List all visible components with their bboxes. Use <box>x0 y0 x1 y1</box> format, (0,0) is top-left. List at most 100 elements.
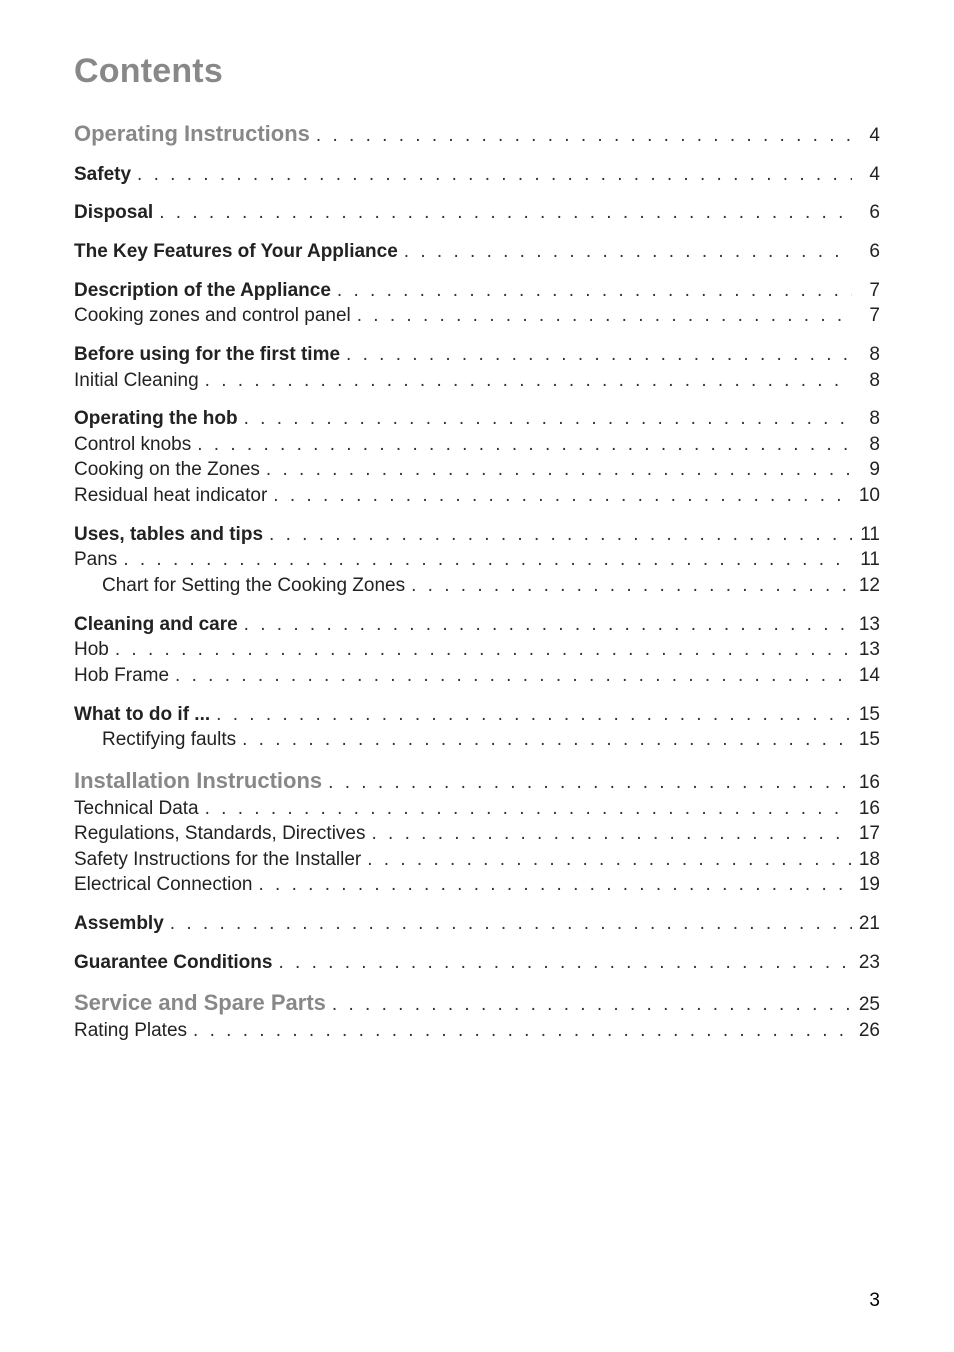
toc-dot-leader: . . . . . . . . . . . . . . . . . . . . … <box>405 573 852 599</box>
toc-dot-leader: . . . . . . . . . . . . . . . . . . . . … <box>365 821 852 847</box>
toc-entry-page: 11 <box>852 547 880 573</box>
toc-entry-page: 15 <box>852 702 880 728</box>
toc-row: What to do if ... . . . . . . . . . . . … <box>74 702 880 728</box>
toc-entry-label: The Key Features of Your Appliance <box>74 239 398 265</box>
toc-row: Rectifying faults . . . . . . . . . . . … <box>74 727 880 753</box>
toc-row: Operating the hob . . . . . . . . . . . … <box>74 406 880 432</box>
toc-entry-page: 26 <box>852 1018 880 1044</box>
toc-entry-label: Residual heat indicator <box>74 483 267 509</box>
toc-row: Guarantee Conditions . . . . . . . . . .… <box>74 950 880 976</box>
toc-group-gap <box>74 226 880 239</box>
toc-entry-page: 18 <box>852 847 880 873</box>
toc-dot-leader: . . . . . . . . . . . . . . . . . . . . … <box>238 406 852 432</box>
toc-dot-leader: . . . . . . . . . . . . . . . . . . . . … <box>310 123 852 149</box>
toc-dot-leader: . . . . . . . . . . . . . . . . . . . . … <box>326 992 852 1018</box>
toc-row: Service and Spare Parts . . . . . . . . … <box>74 988 880 1018</box>
toc-entry-label: Initial Cleaning <box>74 368 199 394</box>
toc-entry-page: 4 <box>852 162 880 188</box>
toc-entry-label: Assembly <box>74 911 164 937</box>
toc-dot-leader: . . . . . . . . . . . . . . . . . . . . … <box>331 278 852 304</box>
toc-group-gap <box>74 937 880 950</box>
toc-dot-leader: . . . . . . . . . . . . . . . . . . . . … <box>131 162 852 188</box>
toc-entry-page: 11 <box>852 522 880 548</box>
toc-entry-page: 8 <box>852 368 880 394</box>
toc-entry-page: 10 <box>852 483 880 509</box>
toc-entry-label: Safety Instructions for the Installer <box>74 847 361 873</box>
toc-entry-label: Hob Frame <box>74 663 169 689</box>
contents-title: Contents <box>74 52 880 91</box>
toc-entry-page: 13 <box>852 612 880 638</box>
toc-dot-leader: . . . . . . . . . . . . . . . . . . . . … <box>272 950 852 976</box>
toc-entry-label: Regulations, Standards, Directives <box>74 821 365 847</box>
toc-entry-label: Cooking zones and control panel <box>74 303 351 329</box>
toc-entry-page: 15 <box>852 727 880 753</box>
toc-row: Cooking zones and control panel . . . . … <box>74 303 880 329</box>
toc-entry-label: Pans <box>74 547 117 573</box>
toc-dot-leader: . . . . . . . . . . . . . . . . . . . . … <box>398 239 852 265</box>
toc-dot-leader: . . . . . . . . . . . . . . . . . . . . … <box>210 702 852 728</box>
toc-entry-page: 19 <box>852 872 880 898</box>
toc-entry-page: 13 <box>852 637 880 663</box>
page: Contents Operating Instructions . . . . … <box>0 0 954 1352</box>
toc-dot-leader: . . . . . . . . . . . . . . . . . . . . … <box>263 522 852 548</box>
toc-row: Chart for Setting the Cooking Zones . . … <box>74 573 880 599</box>
toc-entry-page: 7 <box>852 303 880 329</box>
toc-entry-page: 6 <box>852 200 880 226</box>
page-number: 3 <box>869 1290 880 1312</box>
toc-row: Control knobs . . . . . . . . . . . . . … <box>74 432 880 458</box>
toc-entry-page: 14 <box>852 663 880 689</box>
toc-entry-page: 9 <box>852 457 880 483</box>
toc-entry-label: Hob <box>74 637 109 663</box>
toc-row: Uses, tables and tips . . . . . . . . . … <box>74 522 880 548</box>
toc-entry-label: Disposal <box>74 200 153 226</box>
toc-dot-leader: . . . . . . . . . . . . . . . . . . . . … <box>169 663 852 689</box>
toc-row: Hob . . . . . . . . . . . . . . . . . . … <box>74 637 880 663</box>
toc-entry-page: 17 <box>852 821 880 847</box>
toc-entry-label: Uses, tables and tips <box>74 522 263 548</box>
toc-row: Safety . . . . . . . . . . . . . . . . .… <box>74 162 880 188</box>
toc-row: Residual heat indicator . . . . . . . . … <box>74 483 880 509</box>
toc-entry-page: 6 <box>852 239 880 265</box>
toc-entry-page: 7 <box>852 278 880 304</box>
toc-row: Operating Instructions . . . . . . . . .… <box>74 119 880 149</box>
toc-row: Rating Plates . . . . . . . . . . . . . … <box>74 1018 880 1044</box>
toc-entry-label: Cleaning and care <box>74 612 238 638</box>
toc-entry-page: 16 <box>852 770 880 796</box>
toc-dot-leader: . . . . . . . . . . . . . . . . . . . . … <box>164 911 852 937</box>
toc-dot-leader: . . . . . . . . . . . . . . . . . . . . … <box>117 547 852 573</box>
toc-dot-leader: . . . . . . . . . . . . . . . . . . . . … <box>260 457 852 483</box>
toc-entry-label: Safety <box>74 162 131 188</box>
toc-entry-label: Guarantee Conditions <box>74 950 272 976</box>
toc-entry-label: What to do if ... <box>74 702 210 728</box>
toc-dot-leader: . . . . . . . . . . . . . . . . . . . . … <box>191 432 852 458</box>
toc-row: Electrical Connection . . . . . . . . . … <box>74 872 880 898</box>
toc-group-gap <box>74 975 880 988</box>
toc-entry-label: Chart for Setting the Cooking Zones <box>74 573 405 599</box>
toc-dot-leader: . . . . . . . . . . . . . . . . . . . . … <box>199 796 852 822</box>
toc-entry-label: Operating Instructions <box>74 119 310 149</box>
toc-group-gap <box>74 753 880 766</box>
toc-entry-label: Operating the hob <box>74 406 238 432</box>
toc-group-gap <box>74 509 880 522</box>
toc-dot-leader: . . . . . . . . . . . . . . . . . . . . … <box>361 847 852 873</box>
toc-row: Description of the Appliance . . . . . .… <box>74 278 880 304</box>
toc-entry-label: Description of the Appliance <box>74 278 331 304</box>
toc-group-gap <box>74 393 880 406</box>
toc-entry-label: Installation Instructions <box>74 766 322 796</box>
toc-entry-label: Rectifying faults <box>74 727 236 753</box>
toc-dot-leader: . . . . . . . . . . . . . . . . . . . . … <box>340 342 852 368</box>
toc-dot-leader: . . . . . . . . . . . . . . . . . . . . … <box>187 1018 852 1044</box>
toc-entry-page: 8 <box>852 432 880 458</box>
toc-group-gap <box>74 329 880 342</box>
toc-group-gap <box>74 265 880 278</box>
toc-row: Pans . . . . . . . . . . . . . . . . . .… <box>74 547 880 573</box>
toc-group-gap <box>74 898 880 911</box>
toc-entry-page: 8 <box>852 342 880 368</box>
toc-row: Before using for the first time . . . . … <box>74 342 880 368</box>
toc-entry-label: Cooking on the Zones <box>74 457 260 483</box>
toc-entry-page: 12 <box>852 573 880 599</box>
toc-group-gap <box>74 149 880 162</box>
toc-entry-page: 16 <box>852 796 880 822</box>
toc-entry-page: 25 <box>852 992 880 1018</box>
toc-row: Safety Instructions for the Installer . … <box>74 847 880 873</box>
